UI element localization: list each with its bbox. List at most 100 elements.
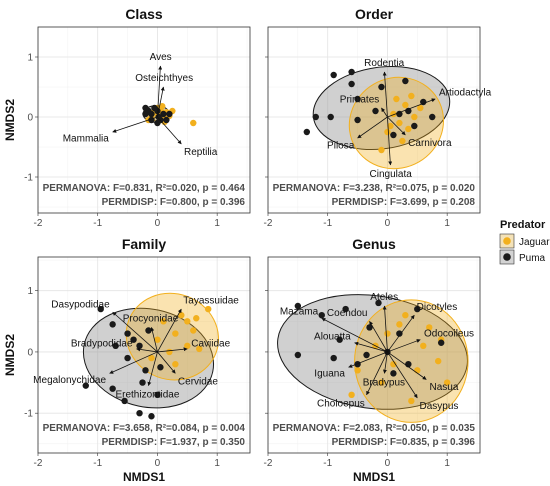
x-tick-label: 1 [214, 458, 220, 469]
x-tick-label: -1 [323, 218, 332, 229]
point-jaguar [393, 95, 400, 103]
point-puma [429, 113, 436, 121]
point-jaguar [204, 305, 212, 313]
y-tick-label: 1 [27, 53, 33, 64]
vector-arrow-cervidae [157, 351, 176, 374]
vector-arrow-cingulata [387, 116, 393, 166]
stat-annotation: PERMDISP: F=1.937, p = 0.350 [102, 437, 246, 448]
panel-title: Order [355, 6, 394, 22]
point-puma [420, 98, 427, 106]
vector-arrow-dasypus [387, 351, 418, 399]
point-puma [342, 305, 349, 313]
point-puma [121, 397, 128, 405]
legend: Predator Jaguar Puma [499, 219, 550, 265]
x-tick-label: -2 [34, 458, 43, 469]
point-puma [396, 330, 403, 337]
point-jaguar [384, 330, 391, 337]
point-puma [154, 119, 161, 127]
x-tick-label: -1 [93, 458, 102, 469]
vector-label-ateles: Ateles [370, 292, 398, 303]
point-jaguar [148, 354, 155, 362]
point-puma [294, 302, 302, 310]
vector-arrow-alouatta [354, 341, 388, 353]
plot-area [268, 27, 480, 213]
vector-label-cingulata: Cingulata [370, 169, 413, 180]
point-jaguar [190, 119, 197, 127]
point-puma [411, 122, 418, 130]
point-jaguar [426, 324, 433, 331]
x-axis-label: NMDS1 [353, 470, 395, 484]
stat-annotation: PERMANOVA: F=3.658, R²=0.084, p = 0.004 [43, 423, 246, 434]
ellipse-puma [277, 294, 468, 410]
point-jaguar [411, 113, 418, 121]
vector-arrow-dasypodidae [112, 311, 158, 353]
vector-label-bradypus: Bradypus [363, 377, 405, 388]
panel-order: -2 -1 0 1 Rodentia Primates Artiodactyla Pilosa… [264, 6, 492, 229]
vector-label-bradypodidae: Bradypodidae [71, 338, 133, 349]
point-jaguar [193, 315, 200, 322]
vector-label-mammalia: Mammalia [63, 133, 110, 144]
vector-label-mazama: Mazama [280, 306, 319, 317]
vector-arrow-carnivora [387, 116, 406, 136]
vector-label-aves: Aves [150, 52, 172, 63]
vector-arrow-ateles [382, 305, 388, 352]
vector-arrow-bradypus [382, 351, 388, 374]
point-puma [378, 83, 385, 91]
point-jaguar [354, 367, 361, 374]
point-jaguar [396, 119, 403, 127]
point-jaguar [390, 360, 397, 368]
vector-arrow-bradypodidae [136, 347, 158, 353]
point-puma [136, 342, 143, 350]
vector-arrow-caviidae [157, 347, 188, 353]
point-jaguar [159, 103, 166, 110]
vector-label-procyonidae: Procyonidae [123, 314, 179, 325]
point-jaguar [172, 360, 179, 368]
point-puma [142, 367, 149, 374]
point-puma [354, 95, 361, 103]
x-tick-label: 0 [155, 218, 161, 229]
vector-arrow-choloepus [366, 351, 388, 396]
x-tick-label: 0 [385, 458, 391, 469]
panel-border [267, 256, 481, 454]
point-puma [142, 104, 149, 112]
y-axis-label: NMDS2 [3, 99, 17, 141]
vector-arrow-procyonidae [150, 327, 158, 353]
point-puma [155, 113, 162, 121]
x-tick-label: -2 [34, 218, 43, 229]
vector-label-reptilia: Reptilia [184, 147, 218, 158]
panel-title: Class [125, 6, 163, 22]
point-puma [336, 336, 343, 343]
stat-annotation: PERMANOVA: F=3.238, R²=0.075, p = 0.020 [273, 183, 476, 194]
point-puma [148, 413, 155, 420]
vector-label-erethizontidae: Erethizontidae [115, 389, 179, 400]
stat-annotation: PERMDISP: F=0.835, p = 0.396 [332, 437, 476, 448]
point-puma [396, 110, 403, 118]
vector-arrow-dicotyles [387, 314, 415, 353]
panel-title: Genus [352, 236, 396, 252]
point-jaguar [378, 146, 385, 154]
point-jaguar [405, 125, 412, 133]
stat-annotation: PERMANOVA: F=0.831, R²=0.020, p = 0.464 [43, 183, 246, 194]
vector-arrow-artiodactyla [387, 98, 436, 118]
y-tick-label: 1 [27, 286, 33, 297]
point-puma [130, 336, 137, 343]
point-puma [109, 321, 116, 328]
vector-label-dasypodidae: Dasypodidae [51, 299, 110, 310]
vector-arrow-mazama [321, 317, 388, 353]
vector-label-megalonychidae: Megalonychidae [33, 375, 106, 386]
vector-label-dasypus: Dasypus [419, 401, 458, 412]
y-tick-label: -1 [24, 173, 33, 184]
vector-label-artiodactyla: Artiodactyla [439, 88, 492, 99]
vector-label-carnivora: Carnivora [408, 138, 452, 149]
point-jaguar [172, 330, 179, 337]
point-puma [112, 342, 119, 350]
point-jaguar [154, 336, 161, 343]
x-tick-label: 0 [385, 218, 391, 229]
point-jaguar [184, 318, 191, 325]
point-puma [348, 68, 355, 76]
vector-label-osteichthyes: Osteichthyes [135, 73, 193, 84]
x-tick-label: -2 [264, 218, 273, 229]
x-tick-label: 1 [444, 458, 450, 469]
vector-arrow-osteichthyes [157, 86, 165, 118]
